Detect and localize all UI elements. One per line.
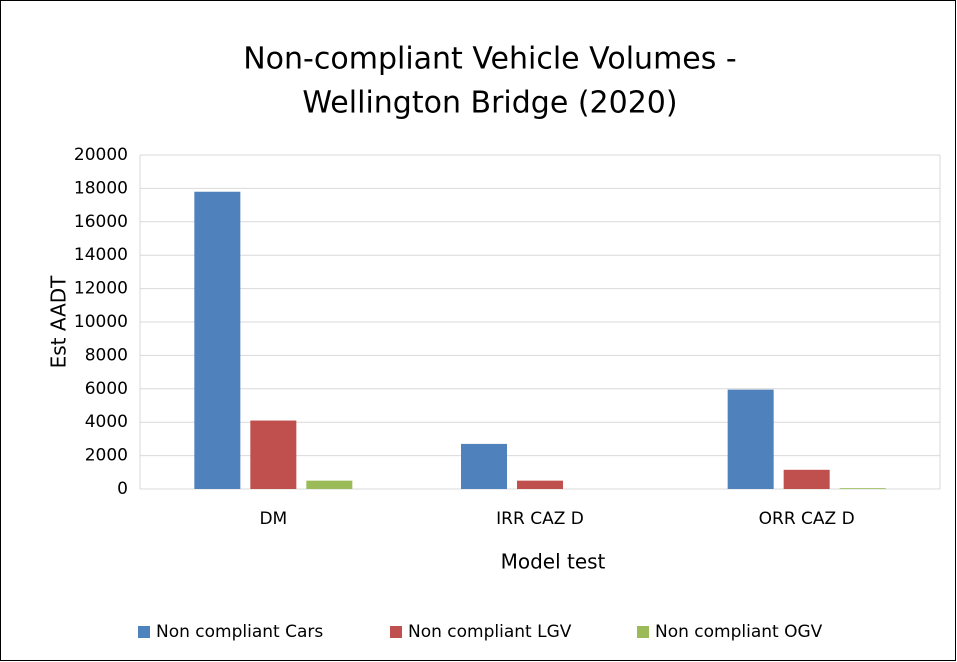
y-tick-label: 10000 bbox=[74, 312, 128, 332]
legend-swatch bbox=[390, 626, 402, 638]
y-tick-label: 2000 bbox=[85, 446, 128, 466]
y-tick-label: 14000 bbox=[74, 245, 128, 265]
bar bbox=[839, 488, 886, 489]
legend-swatch bbox=[637, 626, 649, 638]
y-tick-label: 12000 bbox=[74, 279, 128, 299]
x-tick-label: ORR CAZ D bbox=[759, 509, 855, 529]
legend-label: Non compliant LGV bbox=[408, 622, 572, 642]
legend-label: Non compliant Cars bbox=[156, 622, 323, 642]
y-tick-label: 18000 bbox=[74, 178, 128, 198]
x-tick-label: DM bbox=[259, 509, 287, 529]
legend-swatch bbox=[138, 626, 150, 638]
bar bbox=[727, 389, 774, 489]
y-tick-label: 0 bbox=[117, 479, 128, 499]
chart-title: Non-compliant Vehicle Volumes - bbox=[243, 42, 737, 77]
y-axis-title: Est AADT bbox=[47, 275, 71, 369]
bar bbox=[783, 469, 830, 489]
y-tick-label: 16000 bbox=[74, 212, 128, 232]
x-tick-label: IRR CAZ D bbox=[496, 509, 584, 529]
bar bbox=[250, 420, 297, 489]
y-tick-label: 20000 bbox=[74, 145, 128, 165]
bar bbox=[461, 443, 507, 489]
bar bbox=[517, 480, 563, 489]
chart-title: Wellington Bridge (2020) bbox=[302, 86, 677, 121]
bar bbox=[194, 191, 241, 490]
legend-label: Non compliant OGV bbox=[655, 622, 823, 642]
y-tick-label: 6000 bbox=[85, 379, 128, 399]
x-axis-title: Model test bbox=[501, 550, 606, 574]
y-tick-label: 4000 bbox=[85, 412, 128, 432]
y-tick-label: 8000 bbox=[85, 345, 128, 365]
bar bbox=[306, 480, 353, 489]
